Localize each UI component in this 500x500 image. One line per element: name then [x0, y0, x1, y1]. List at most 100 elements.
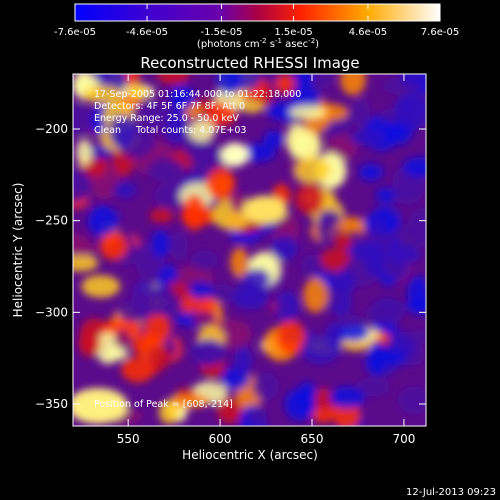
y-tick-label: −200 — [35, 122, 68, 136]
heatmap-blob — [73, 104, 93, 136]
heatmap-blob — [332, 269, 356, 297]
heatmap-blob — [365, 302, 404, 325]
heatmap-blob — [215, 74, 243, 95]
y-tick-label: −250 — [35, 214, 68, 228]
x-tick-label: 650 — [301, 432, 324, 446]
heatmap-blob — [121, 356, 155, 383]
heatmap-blob — [73, 167, 92, 203]
heatmap-blob — [275, 74, 295, 94]
heatmap-blob — [289, 105, 326, 120]
annotation-detectors: Detectors: 4F 5F 6F 7F 8F, Att 0 — [94, 101, 245, 112]
heatmap-blob — [170, 231, 188, 261]
heatmap-blob — [368, 340, 385, 376]
y-tick-label: −300 — [35, 305, 68, 319]
heatmap-blob — [231, 283, 269, 310]
heatmap-blob — [355, 377, 391, 397]
heatmap-blob — [338, 324, 370, 342]
colorbar: -7.6e-05 -4.6e-05 -1.5e-05 1.5e-05 4.6e-05 7.… — [54, 3, 459, 50]
heatmap-blob — [208, 284, 236, 302]
heatmap-blob — [190, 250, 219, 271]
heatmap-blob — [245, 268, 271, 289]
heatmap-blob — [271, 235, 298, 261]
heatmap-blob — [149, 208, 174, 223]
annotation-time-range: 17-Sep-2005 01:16:44.000 to 01:22:18.000 — [94, 89, 301, 100]
heatmap-blob — [313, 74, 333, 90]
heatmap-blob — [275, 320, 306, 355]
heatmap-blob — [216, 397, 243, 424]
heatmap-blob — [182, 194, 207, 231]
heatmap-blob — [206, 166, 236, 201]
x-axis-label: Heliocentric X (arcsec) — [182, 448, 318, 462]
colorbar-tick-label: 7.6e-05 — [421, 27, 459, 38]
y-axis-label: Heliocentric Y (arcsec) — [11, 183, 25, 318]
heatmap-blob — [300, 254, 323, 277]
heatmap-blob — [130, 101, 171, 130]
heatmap-blob — [230, 247, 249, 278]
x-tick-label: 600 — [209, 432, 232, 446]
heatmap-blob — [402, 157, 426, 178]
colorbar-tick-label: 1.5e-05 — [274, 27, 312, 38]
colorbar-tick-label: -1.5e-05 — [200, 27, 242, 38]
heatmap-blob — [293, 74, 315, 87]
heatmap-blob — [314, 387, 333, 413]
colorbar-ticks: -7.6e-05 -4.6e-05 -1.5e-05 1.5e-05 4.6e-05 7.… — [54, 4, 459, 38]
heatmap-blob — [146, 345, 172, 370]
heatmap-blob — [87, 205, 118, 238]
heatmap-blob — [294, 183, 324, 215]
annotation-energy: Energy Range: 25.0 - 50.0 keV — [94, 113, 239, 124]
heatmap-blob — [320, 248, 351, 271]
heatmap-blob — [114, 328, 131, 349]
heatmap-blob — [329, 386, 365, 409]
heatmap-blob — [364, 242, 386, 278]
heatmap-blob — [112, 181, 137, 198]
heatmap-blob — [127, 84, 148, 101]
heatmap-blob — [234, 345, 253, 377]
colorbar-tick-label: -4.6e-05 — [126, 27, 168, 38]
heatmap-blob — [130, 287, 150, 318]
axis-ticks: 550 600 650 700 −200 −250 −300 −350 — [35, 74, 426, 446]
timestamp: 12-Jul-2013 09:23 — [406, 487, 496, 498]
heatmap-blob — [408, 208, 426, 241]
y-tick-label: −350 — [35, 397, 68, 411]
heatmap-blob — [303, 277, 328, 313]
colorbar-gradient — [74, 3, 441, 22]
colorbar-units: (photons cm-2 s-1 asec-2) — [197, 37, 319, 50]
heatmap-blob — [73, 254, 99, 272]
heatmap-blob — [188, 281, 214, 300]
heatmap-blob — [358, 163, 384, 181]
heatmap-blob — [169, 84, 195, 110]
heatmap-blob — [386, 243, 421, 265]
heatmap-blob — [375, 187, 398, 203]
heatmap-blob — [405, 329, 426, 344]
heatmap-blob — [248, 407, 267, 426]
colorbar-tick-label: 4.6e-05 — [349, 27, 387, 38]
chart-title: Reconstructed RHESSI Image — [140, 54, 359, 72]
heatmap-blob — [73, 233, 89, 252]
heatmap-blob — [81, 274, 121, 298]
heatmap-blob — [294, 156, 331, 184]
heatmap-blob — [397, 386, 426, 415]
heatmap-blob — [164, 114, 188, 143]
heatmap-blob — [187, 119, 216, 142]
x-tick-label: 550 — [117, 432, 140, 446]
heatmap-blob — [192, 310, 217, 328]
heatmap-blob — [141, 290, 181, 315]
heatmap-blob — [350, 130, 385, 146]
annotations: 17-Sep-2005 01:16:44.000 to 01:22:18.000… — [94, 89, 301, 410]
heatmap-blob — [189, 344, 228, 363]
heatmap-blob — [284, 388, 316, 421]
heatmap-blob — [156, 74, 190, 85]
heatmap-blob — [171, 394, 210, 409]
heatmap-blob — [263, 130, 285, 148]
heatmap-blob — [78, 330, 101, 357]
heatmap-blob — [407, 275, 426, 311]
heatmap-blob — [158, 399, 180, 425]
heatmap-blob — [334, 232, 352, 250]
heatmap-blob — [317, 209, 342, 228]
heatmap-blob — [274, 291, 300, 322]
heatmap-blob — [99, 232, 128, 261]
heatmap-blob — [109, 114, 136, 149]
heatmap-blob — [146, 157, 185, 182]
heatmap-blob — [296, 132, 322, 163]
